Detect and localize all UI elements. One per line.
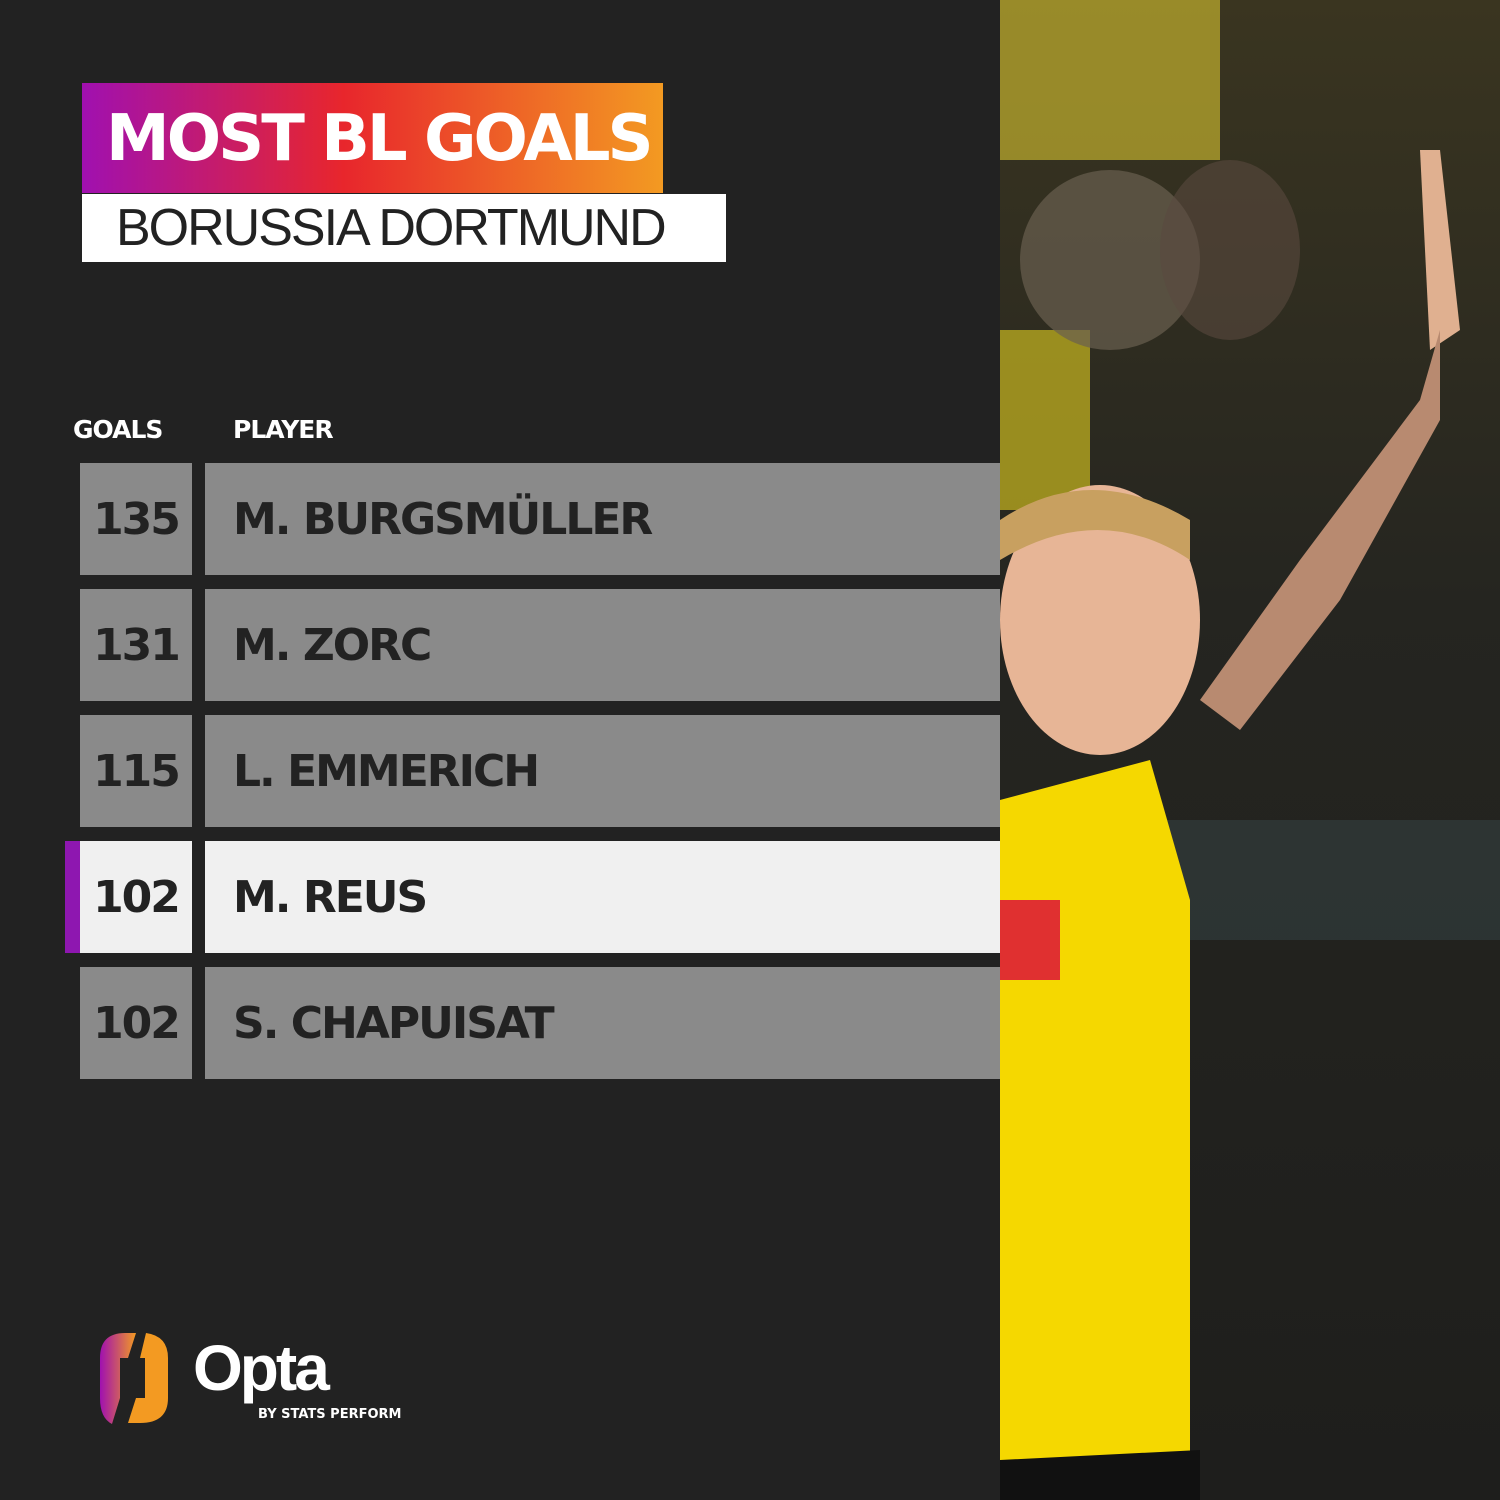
player-cell: S. CHAPUISAT	[205, 967, 1000, 1079]
goals-cell: 102	[80, 841, 192, 953]
title: MOST BL GOALS	[106, 102, 654, 176]
player-cell: M. ZORC	[205, 589, 1000, 701]
goals-cell: 135	[80, 463, 192, 575]
goals-cell: 102	[80, 967, 192, 1079]
subtitle-banner: BORUSSIA DORTMUND	[82, 194, 726, 262]
player-photo	[1000, 0, 1500, 1500]
title-banner: MOST BL GOALS	[82, 83, 663, 193]
opta-logo-icon	[90, 1328, 170, 1432]
player-cell: L. EMMERICH	[205, 715, 1000, 827]
player-cell: M. BURGSMÜLLER	[205, 463, 1000, 575]
opta-logo-text: Opta	[193, 1332, 330, 1404]
goals-cell: 115	[80, 715, 192, 827]
player-column-header: PLAYER	[233, 415, 334, 444]
player-cell: M. REUS	[205, 841, 1000, 953]
highlight-accent-bar	[65, 841, 80, 953]
goals-column-header: GOALS	[73, 415, 163, 444]
subtitle: BORUSSIA DORTMUND	[116, 199, 667, 257]
goals-cell: 131	[80, 589, 192, 701]
opta-tagline: BY STATS PERFORM	[258, 1407, 402, 1422]
